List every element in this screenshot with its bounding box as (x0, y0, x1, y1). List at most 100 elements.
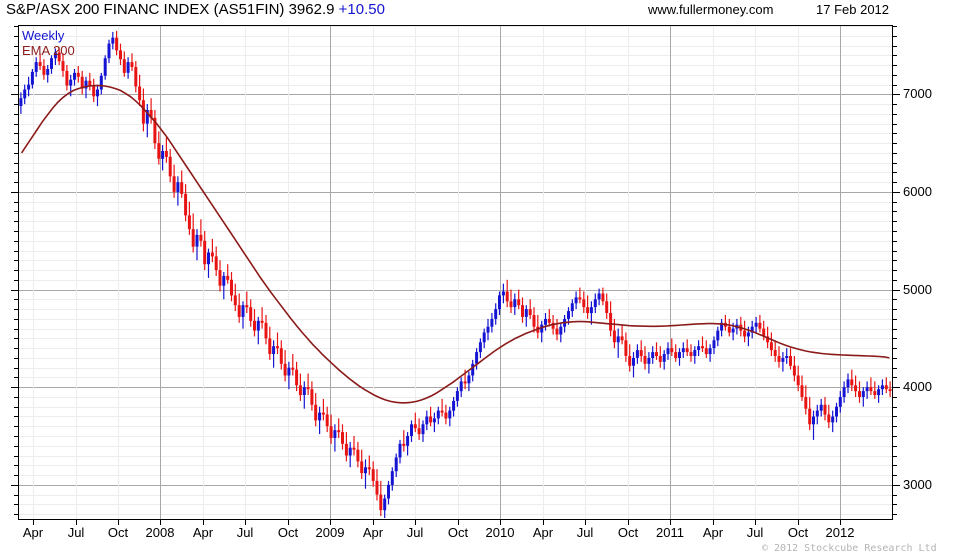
gridline-minor-h (19, 436, 892, 437)
gridline-minor-v (713, 26, 714, 519)
x-axis-label: 2009 (315, 525, 345, 540)
x-axis-label: Jul (746, 525, 764, 540)
y-axis-tick (893, 192, 900, 193)
x-axis-tick (798, 520, 799, 525)
y-axis-tick (893, 319, 897, 320)
y-axis-tick (893, 338, 897, 339)
y-axis-tick-left (14, 270, 18, 271)
y-axis-tick (893, 143, 897, 144)
y-axis-label: 4000 (903, 379, 932, 394)
y-axis-tick (893, 182, 897, 183)
x-axis-label: 2011 (656, 525, 684, 540)
gridline-minor-h (19, 309, 892, 310)
y-axis-tick (893, 426, 897, 427)
y-axis-tick (893, 75, 897, 76)
x-axis-tick (373, 520, 374, 525)
y-axis-tick-left (14, 358, 18, 359)
y-axis-tick-left (14, 202, 18, 203)
y-axis-tick-left (14, 309, 18, 310)
y-axis-tick-left (14, 211, 18, 212)
y-axis-tick-left (14, 368, 18, 369)
x-axis-label: 2012 (825, 525, 855, 540)
gridline-major-h (19, 485, 892, 486)
chart-date: 17 Feb 2012 (816, 2, 890, 17)
gridline-minor-h (19, 358, 892, 359)
y-axis-tick-left (14, 260, 18, 261)
y-axis-tick (893, 436, 897, 437)
x-axis-tick (543, 520, 544, 525)
gridline-major-h (19, 94, 892, 95)
x-axis-tick (628, 520, 629, 525)
x-axis-label: Oct (617, 525, 639, 540)
x-axis-label: Oct (107, 525, 129, 540)
y-axis-tick-left (11, 387, 18, 388)
y-axis-tick-left (14, 124, 18, 125)
gridline-minor-v (288, 26, 289, 519)
gridline-minor-h (19, 202, 892, 203)
gridline-minor-h (19, 475, 892, 476)
y-axis-tick (893, 407, 897, 408)
y-axis-tick-left (14, 514, 18, 515)
y-axis-tick-left (14, 436, 18, 437)
y-axis-tick (893, 475, 897, 476)
y-axis-tick (893, 456, 897, 457)
gridline-minor-h (19, 329, 892, 330)
y-axis-tick (893, 397, 897, 398)
gridline-minor-h (19, 114, 892, 115)
y-axis-tick (893, 270, 897, 271)
y-axis-tick-left (14, 75, 18, 76)
gridline-minor-h (19, 514, 892, 515)
x-axis-label: Apr (702, 525, 724, 540)
gridline-major-v (160, 26, 161, 519)
gridline-minor-h (19, 504, 892, 505)
x-axis-label: 2010 (485, 525, 515, 540)
y-axis-tick (893, 280, 897, 281)
y-axis-tick-left (14, 65, 18, 66)
gridline-major-h (19, 192, 892, 193)
x-axis-tick (500, 520, 501, 525)
gridline-minor-v (33, 26, 34, 519)
y-axis-tick-left (14, 251, 18, 252)
y-axis-tick (893, 36, 897, 37)
y-axis-label: 3000 (903, 477, 932, 492)
y-axis-tick-left (14, 416, 18, 417)
y-axis-tick (893, 309, 897, 310)
x-axis-tick (203, 520, 204, 525)
y-axis-tick (893, 26, 897, 27)
y-axis-tick-left (11, 290, 18, 291)
y-axis-tick (893, 221, 897, 222)
gridline-minor-v (543, 26, 544, 519)
gridline-major-h (19, 290, 892, 291)
candlestick-series (19, 30, 892, 518)
y-axis-tick-left (14, 456, 18, 457)
y-axis-tick-left (11, 485, 18, 486)
gridline-minor-v (203, 26, 204, 519)
x-axis-label: Jul (236, 525, 254, 540)
y-axis-tick-left (14, 377, 18, 378)
y-axis-tick (893, 495, 897, 496)
y-axis-tick (893, 133, 897, 134)
y-axis-tick-left (14, 133, 18, 134)
chart-legend: Weekly EMA 200 (22, 28, 75, 58)
gridline-minor-h (19, 299, 892, 300)
y-axis-tick-left (11, 192, 18, 193)
y-axis-tick-left (14, 495, 18, 496)
gridline-minor-h (19, 251, 892, 252)
x-axis-label: Apr (22, 525, 44, 540)
gridline-minor-h (19, 241, 892, 242)
x-axis-tick (245, 520, 246, 525)
y-axis-tick (893, 114, 897, 115)
x-axis-tick (415, 520, 416, 525)
y-axis-tick (893, 465, 897, 466)
gridline-minor-h (19, 465, 892, 466)
y-axis-tick (893, 65, 897, 66)
y-axis-tick-left (14, 85, 18, 86)
y-axis-tick (893, 387, 900, 388)
x-axis-tick (118, 520, 119, 525)
gridline-minor-h (19, 446, 892, 447)
y-axis-tick-left (14, 446, 18, 447)
x-axis-label: Jul (67, 525, 85, 540)
x-axis-label: Apr (362, 525, 384, 540)
x-axis-label: Oct (447, 525, 469, 540)
y-axis-label: 5000 (903, 282, 932, 297)
